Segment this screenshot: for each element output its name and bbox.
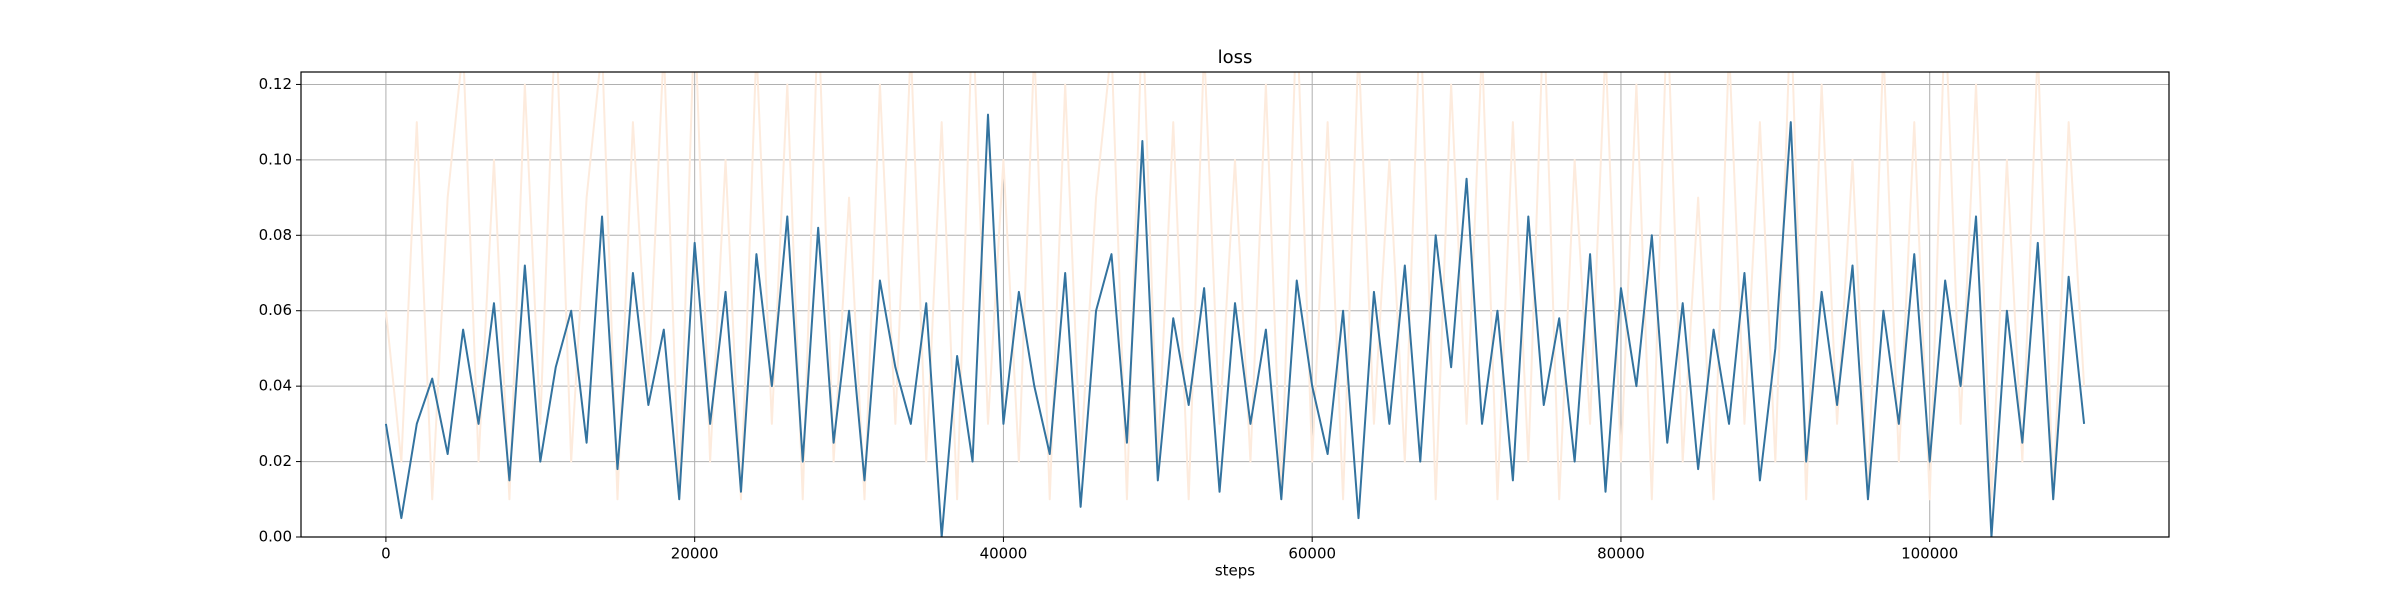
y-tick-label: 0.08 — [259, 226, 292, 244]
y-tick-label: 0.00 — [259, 528, 292, 546]
chart-title: loss — [1218, 47, 1253, 68]
x-tick-label: 40000 — [980, 545, 1028, 563]
y-tick-label: 0.04 — [259, 377, 292, 395]
plot-area — [384, 72, 2086, 537]
axes-frame — [300, 71, 2170, 538]
x-tick-label: 60000 — [1288, 545, 1336, 563]
series-line — [384, 72, 2086, 501]
y-tick-label: 0.10 — [259, 150, 292, 168]
x-axis-label: steps — [1215, 562, 1255, 580]
y-tick-label: 0.02 — [259, 452, 292, 470]
x-tick-label: 0 — [381, 545, 391, 563]
x-tick-label: 100000 — [1901, 545, 1958, 563]
x-tick-label: 80000 — [1597, 545, 1645, 563]
y-tick-label: 0.12 — [259, 75, 292, 93]
x-tick-label: 20000 — [671, 545, 719, 563]
series-line — [384, 113, 2086, 537]
y-tick-label: 0.06 — [259, 301, 292, 319]
